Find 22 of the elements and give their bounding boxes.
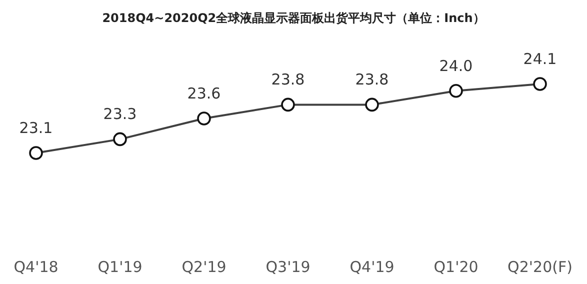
point: [533, 77, 547, 91]
data-label: 23.6: [187, 84, 221, 102]
x-tick-label: Q4'18: [14, 258, 58, 276]
data-label: 24.1: [523, 50, 557, 68]
data-label: 23.8: [271, 70, 305, 89]
x-tick-label: Q2'19: [182, 258, 226, 276]
data-label: 23.3: [103, 105, 137, 124]
point: [113, 132, 127, 146]
data-label: 24.0: [439, 56, 473, 75]
x-tick-label: Q2'20(F): [508, 258, 572, 276]
x-tick-label: Q4'19: [350, 258, 394, 276]
point: [29, 146, 43, 160]
x-tick-label: Q3'19: [266, 258, 310, 276]
point: [449, 84, 463, 98]
point: [365, 98, 379, 112]
data-label: 23.8: [355, 70, 389, 89]
x-tick-label: Q1'19: [98, 258, 142, 276]
chart-title: 2018Q4~2020Q2全球液晶显示器面板出货平均尺寸（单位：Inch）: [102, 11, 485, 25]
x-tick-label: Q1'20: [434, 258, 478, 276]
data-label: 23.1: [19, 119, 53, 137]
point: [197, 112, 211, 126]
point: [281, 98, 295, 112]
